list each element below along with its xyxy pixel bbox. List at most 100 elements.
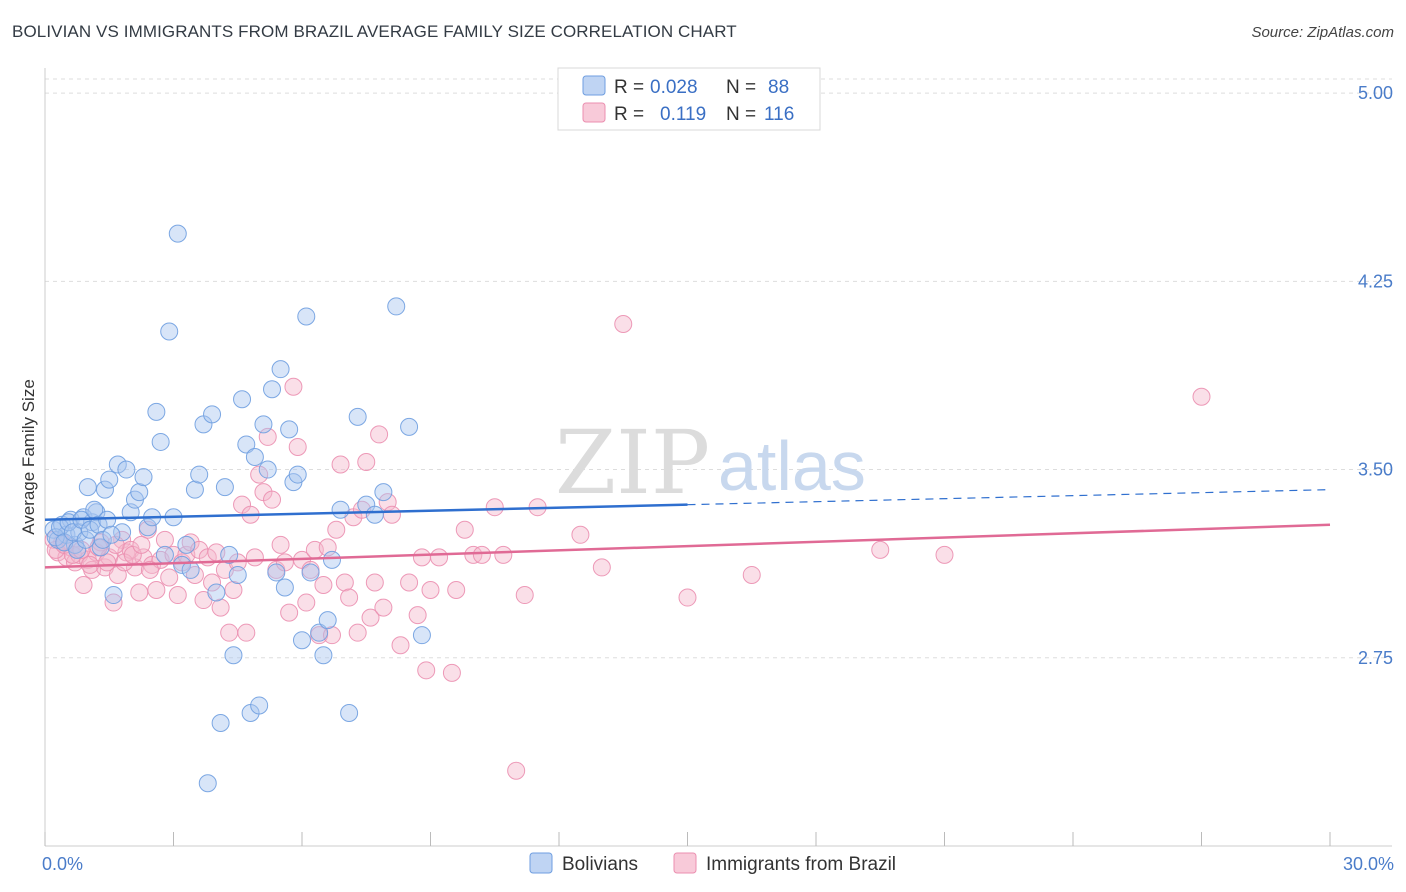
watermark-atlas: atlas <box>718 427 866 505</box>
grid-lines <box>45 78 1392 659</box>
brazil-point <box>370 425 389 444</box>
brazil-point <box>614 314 633 333</box>
bolivian-point <box>134 468 153 487</box>
brazil-points <box>44 314 1211 780</box>
brazil-point <box>280 603 299 622</box>
bolivian-point <box>151 432 170 451</box>
stats-legend: R = 0.028 N = 88 R = 0.119 N = 116 <box>557 67 821 131</box>
bolivian-point <box>130 483 149 502</box>
brazil-point <box>592 558 611 577</box>
x-tick-label-max: 30.0% <box>1343 854 1394 874</box>
bolivian-point <box>254 415 273 434</box>
bolivian-point <box>207 583 226 602</box>
brazil-point <box>284 377 303 396</box>
bolivian-point <box>211 714 230 733</box>
y-axis-title: Average Family Size <box>19 379 38 535</box>
brazil-point <box>361 608 380 627</box>
bolivian-point <box>78 478 97 497</box>
brazil-point <box>314 575 333 594</box>
brazil-point <box>288 437 307 456</box>
bolivian-point <box>104 586 123 605</box>
bolivian-point <box>374 483 393 502</box>
brazil-point <box>472 545 491 564</box>
legend-swatch-brazil <box>673 852 697 874</box>
bolivian-point <box>318 611 337 630</box>
brazil-point <box>442 663 461 682</box>
bolivian-point <box>340 703 359 722</box>
stats-swatch-brazil <box>582 102 606 123</box>
brazil-point <box>400 573 419 592</box>
y-tick-label: 5.00 <box>1358 83 1393 103</box>
brazil-point <box>74 575 93 594</box>
stats-swatch-bolivians <box>582 75 606 96</box>
brazil-point <box>447 581 466 600</box>
y-tick-label: 3.50 <box>1358 460 1393 480</box>
bolivian-point <box>168 224 187 243</box>
stats-r-label-brazil: R = <box>614 104 644 125</box>
brazil-point <box>374 598 393 617</box>
brazil-point <box>871 540 890 559</box>
brazil-point <box>348 623 367 642</box>
bolivian-point <box>365 505 384 524</box>
bolivian-point <box>177 535 196 554</box>
bolivian-point <box>267 563 286 582</box>
bolivian-point <box>98 510 117 529</box>
bolivian-point <box>89 515 108 534</box>
brazil-point <box>455 520 474 539</box>
brazil-point <box>237 623 256 642</box>
bolivian-point <box>203 405 222 424</box>
series-legend: Bolivians Immigrants from Brazil <box>529 852 896 875</box>
stats-n-label-brazil: N = <box>726 104 756 125</box>
brazil-point <box>421 581 440 600</box>
brazil-point <box>250 465 269 484</box>
brazil-point <box>494 545 513 564</box>
bolivian-point <box>173 555 192 574</box>
brazil-point <box>340 588 359 607</box>
y-tick-labels: 2.75 3.50 4.25 5.00 <box>1358 83 1393 668</box>
bolivian-point <box>160 322 179 341</box>
brazil-point <box>412 548 431 567</box>
brazil-point <box>224 581 243 600</box>
bolivian-point <box>198 774 217 793</box>
brazil-point <box>935 545 954 564</box>
bolivian-point <box>102 525 121 544</box>
brazil-point <box>147 581 166 600</box>
brazil-point <box>331 455 350 474</box>
y-tick-label: 4.25 <box>1358 271 1393 291</box>
bolivian-point <box>93 530 112 549</box>
brazil-point <box>132 535 151 554</box>
bolivian-point <box>215 478 234 497</box>
brazil-trend-line <box>44 523 1331 569</box>
bolivian-point <box>147 402 166 421</box>
legend-swatch-bolivians <box>529 852 553 874</box>
brazil-point <box>245 548 264 567</box>
brazil-point <box>571 525 590 544</box>
stats-r-label-bolivians: R = <box>614 77 644 98</box>
bolivian-point <box>233 390 252 409</box>
bolivians-trend-line <box>44 503 688 521</box>
stats-n-value-brazil: 116 <box>764 104 794 125</box>
x-tick-label-min: 0.0% <box>42 854 83 874</box>
stats-n-value-bolivians: 88 <box>768 77 789 98</box>
brazil-point <box>365 573 384 592</box>
legend-label-brazil: Immigrants from Brazil <box>706 854 896 875</box>
stats-r-value-bolivians: 0.028 <box>650 77 698 98</box>
bolivian-point <box>301 563 320 582</box>
bolivian-point <box>220 545 239 564</box>
brazil-point <box>203 573 222 592</box>
bolivian-point <box>80 520 99 539</box>
brazil-point <box>507 761 526 780</box>
brazil-point <box>357 453 376 472</box>
bolivian-point <box>387 297 406 316</box>
bolivian-point <box>250 696 269 715</box>
bolivian-point <box>91 538 110 557</box>
bolivian-point <box>293 631 311 650</box>
bolivian-point <box>185 480 204 499</box>
bolivians-trend-extension <box>687 489 1331 506</box>
y-tick-label: 2.75 <box>1358 648 1393 668</box>
bolivian-point <box>224 646 243 665</box>
bolivian-point <box>245 448 264 466</box>
brazil-point <box>485 498 504 517</box>
bolivian-point <box>400 417 419 436</box>
